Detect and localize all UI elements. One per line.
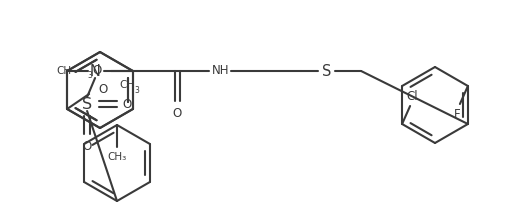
Text: N: N (90, 64, 100, 78)
Text: O: O (99, 83, 108, 96)
Text: F: F (454, 107, 460, 120)
Text: S: S (82, 96, 92, 111)
Text: 3: 3 (87, 72, 92, 81)
Text: O: O (122, 97, 132, 111)
Text: Cl: Cl (406, 89, 418, 103)
Text: NH: NH (212, 64, 230, 77)
Text: O: O (92, 65, 101, 77)
Text: O: O (82, 139, 92, 153)
Text: S: S (322, 64, 332, 78)
Text: CH₃: CH₃ (108, 152, 127, 162)
Text: CH: CH (119, 80, 134, 90)
Text: CH: CH (57, 66, 72, 76)
Text: 3: 3 (134, 85, 139, 95)
Text: O: O (173, 107, 182, 119)
